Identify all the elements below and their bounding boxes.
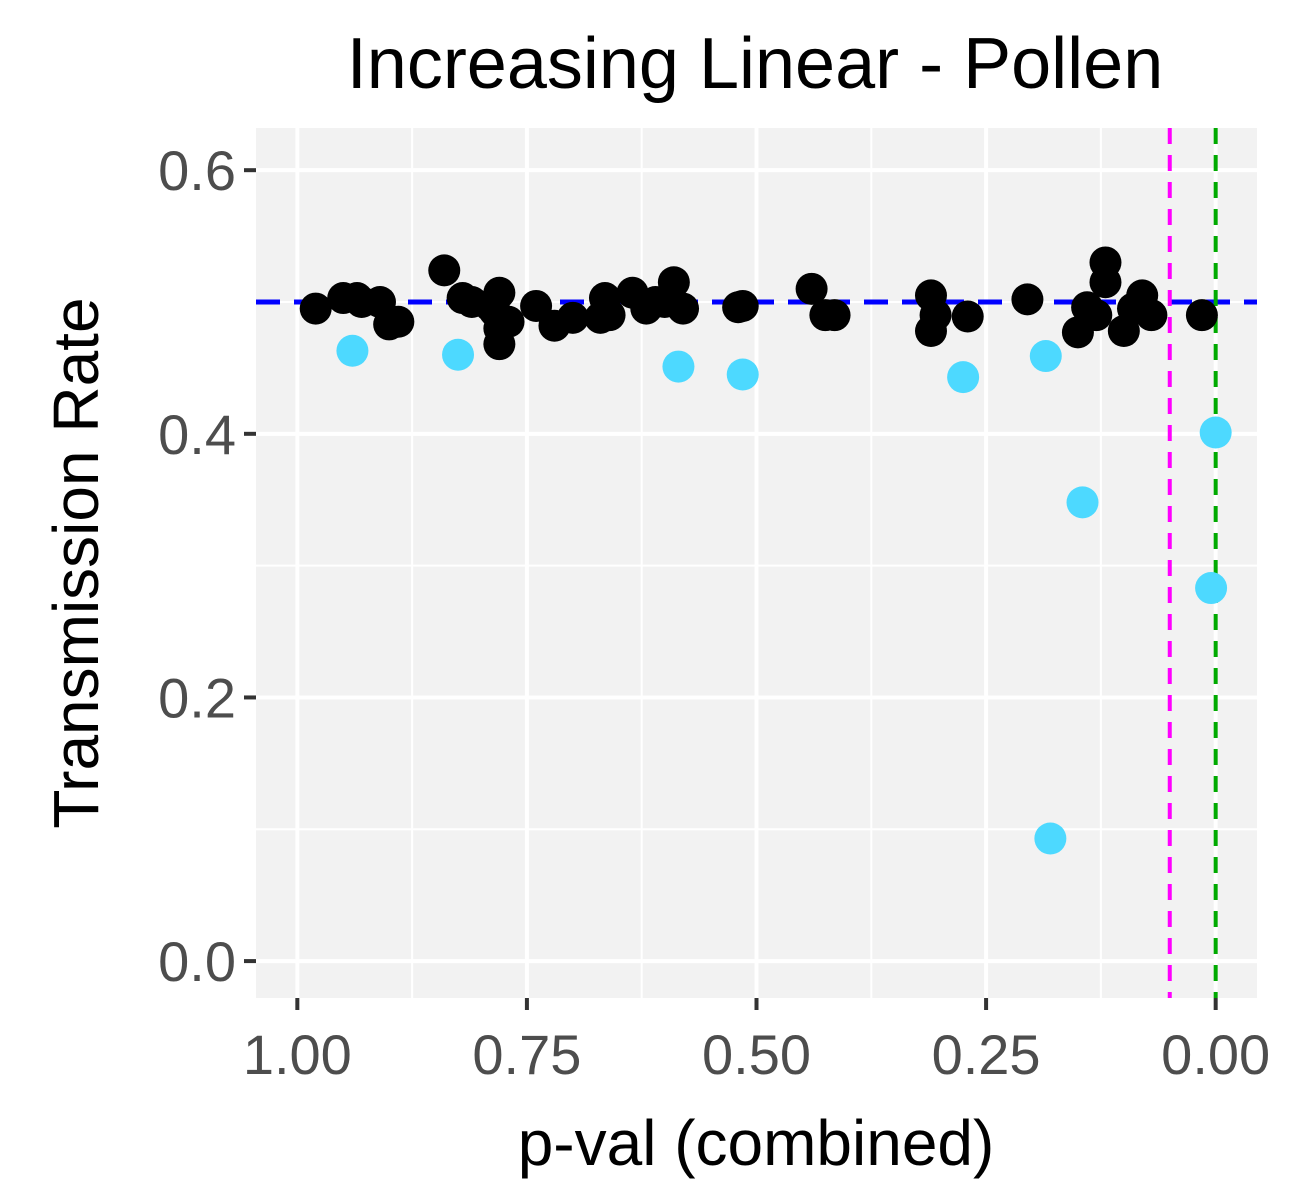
y-tick-label: 0.2: [158, 666, 236, 729]
data-point-series-1: [428, 254, 461, 287]
data-point-series-2: [1199, 416, 1232, 449]
data-point-series-1: [919, 299, 952, 332]
data-point-series-2: [947, 361, 980, 394]
data-point-series-2: [1195, 572, 1228, 605]
data-point-series-1: [1089, 266, 1122, 299]
data-point-series-1: [951, 300, 984, 333]
x-tick-label: 0.25: [932, 1023, 1041, 1086]
data-point-series-2: [442, 338, 475, 371]
data-points: [299, 246, 1232, 855]
data-point-series-1: [299, 292, 332, 325]
data-point-series-1: [667, 292, 700, 325]
data-point-series-1: [556, 301, 589, 334]
data-point-series-2: [1029, 340, 1062, 373]
y-tick-label: 0.4: [158, 403, 236, 466]
data-point-series-1: [657, 266, 690, 299]
data-point-series-1: [1011, 283, 1044, 316]
chart-title: Increasing Linear - Pollen: [347, 24, 1163, 104]
data-point-series-1: [483, 276, 516, 309]
data-point-series-2: [336, 334, 369, 367]
x-tick-label: 0.50: [702, 1023, 811, 1086]
axes: 1.00 0.75 0.50 0.25 0.00 0.0 0.2 0.4 0.6: [158, 139, 1270, 1086]
x-tick-label: 0.00: [1161, 1023, 1270, 1086]
x-axis-title: p-val (combined): [518, 1107, 995, 1179]
data-point-series-1: [1080, 299, 1113, 332]
y-axis-title: Transmission Rate: [40, 297, 112, 828]
data-point-series-2: [1034, 822, 1067, 855]
data-point-series-2: [726, 358, 759, 391]
data-point-series-1: [593, 299, 626, 332]
data-point-series-1: [1135, 299, 1168, 332]
data-point-series-1: [726, 289, 759, 322]
data-point-series-1: [382, 305, 415, 338]
data-point-series-1: [492, 305, 525, 338]
x-tick-label: 1.00: [243, 1023, 352, 1086]
data-point-series-1: [795, 272, 828, 305]
x-tick-label: 0.75: [472, 1023, 581, 1086]
y-tick-label: 0.0: [158, 930, 236, 993]
data-point-series-2: [1066, 486, 1099, 519]
y-tick-label: 0.6: [158, 139, 236, 202]
data-point-series-2: [662, 350, 695, 383]
grid-major: [256, 128, 1257, 998]
data-point-series-1: [1185, 299, 1218, 332]
data-point-series-1: [818, 299, 851, 332]
